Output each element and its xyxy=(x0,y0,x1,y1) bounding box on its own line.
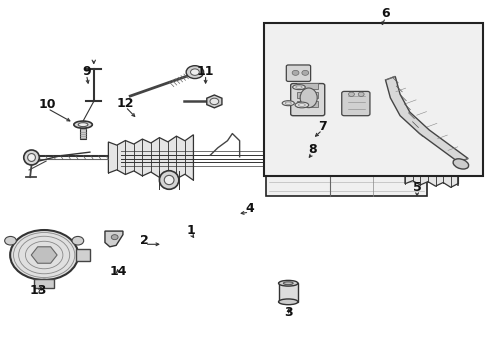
Circle shape xyxy=(38,279,50,288)
Circle shape xyxy=(209,98,218,105)
Text: 6: 6 xyxy=(381,8,389,21)
Ellipse shape xyxy=(300,88,317,108)
Text: 2: 2 xyxy=(140,234,149,247)
Ellipse shape xyxy=(28,154,35,161)
Text: 14: 14 xyxy=(109,265,126,278)
Ellipse shape xyxy=(74,121,92,128)
Bar xyxy=(296,92,318,98)
FancyBboxPatch shape xyxy=(266,132,426,196)
Ellipse shape xyxy=(283,282,292,285)
Text: 7: 7 xyxy=(317,120,326,133)
Circle shape xyxy=(190,69,199,75)
Ellipse shape xyxy=(282,101,294,106)
Ellipse shape xyxy=(159,171,179,189)
Ellipse shape xyxy=(452,159,468,169)
Text: 3: 3 xyxy=(284,306,292,319)
Polygon shape xyxy=(206,95,222,108)
Circle shape xyxy=(72,237,83,245)
Polygon shape xyxy=(76,249,90,261)
Bar xyxy=(278,283,297,302)
Ellipse shape xyxy=(164,175,174,185)
Bar xyxy=(264,23,482,176)
Text: 13: 13 xyxy=(29,284,46,297)
Circle shape xyxy=(348,92,354,96)
Text: 8: 8 xyxy=(307,143,316,156)
Polygon shape xyxy=(34,279,54,288)
Text: 5: 5 xyxy=(412,181,421,194)
Ellipse shape xyxy=(294,102,308,108)
FancyBboxPatch shape xyxy=(286,65,310,81)
Circle shape xyxy=(301,70,308,75)
Text: 10: 10 xyxy=(39,99,56,112)
Text: 4: 4 xyxy=(244,202,253,215)
Text: 11: 11 xyxy=(197,64,214,77)
Circle shape xyxy=(10,230,78,280)
Bar xyxy=(296,83,318,89)
Text: 9: 9 xyxy=(82,64,91,77)
Polygon shape xyxy=(404,151,458,187)
FancyBboxPatch shape xyxy=(264,154,278,174)
Text: 1: 1 xyxy=(186,224,195,237)
FancyBboxPatch shape xyxy=(290,84,324,116)
Ellipse shape xyxy=(292,85,305,90)
Circle shape xyxy=(5,237,16,245)
Bar xyxy=(296,101,318,107)
Ellipse shape xyxy=(278,280,297,286)
Ellipse shape xyxy=(24,150,39,165)
Polygon shape xyxy=(80,128,86,139)
Polygon shape xyxy=(108,135,193,180)
Polygon shape xyxy=(105,231,122,247)
Circle shape xyxy=(186,66,203,78)
Circle shape xyxy=(291,70,298,75)
Polygon shape xyxy=(31,247,57,263)
Circle shape xyxy=(358,92,364,96)
Circle shape xyxy=(111,235,118,240)
Text: 12: 12 xyxy=(116,97,134,110)
Polygon shape xyxy=(385,76,467,162)
Ellipse shape xyxy=(78,123,88,127)
Ellipse shape xyxy=(278,299,297,305)
FancyBboxPatch shape xyxy=(341,91,369,116)
